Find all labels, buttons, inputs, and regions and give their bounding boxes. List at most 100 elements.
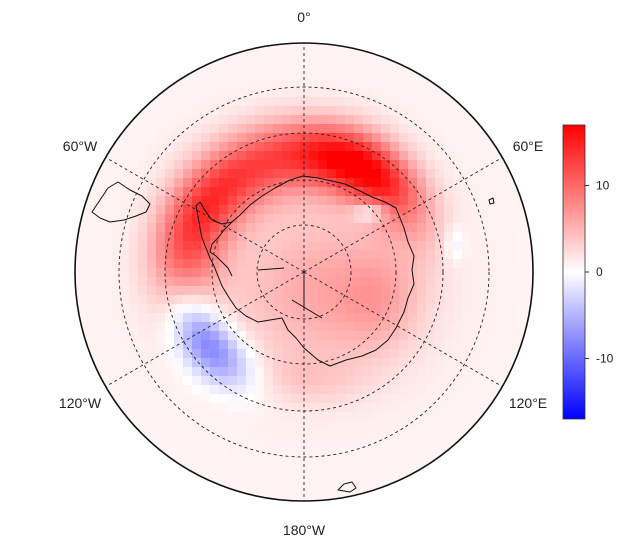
field-cell — [75, 286, 85, 296]
field-cell — [372, 133, 382, 143]
field-cell — [228, 484, 238, 494]
field-cell — [462, 358, 472, 368]
field-cell — [156, 385, 166, 395]
field-cell — [300, 115, 310, 125]
field-cell — [399, 169, 409, 179]
field-cell — [363, 457, 373, 467]
field-cell — [318, 160, 328, 170]
field-cell — [318, 421, 328, 431]
field-cell — [498, 259, 508, 269]
field-cell — [201, 52, 211, 62]
field-cell — [183, 340, 193, 350]
field-cell — [462, 259, 472, 269]
field-cell — [300, 322, 310, 332]
field-cell — [210, 313, 220, 323]
field-cell — [363, 106, 373, 116]
field-cell — [354, 367, 364, 377]
field-cell — [84, 286, 94, 296]
field-cell — [345, 412, 355, 422]
field-cell — [498, 376, 508, 386]
field-cell — [372, 61, 382, 71]
field-cell — [300, 187, 310, 197]
field-cell — [282, 79, 292, 89]
field-cell — [201, 376, 211, 386]
field-cell — [471, 286, 481, 296]
field-cell — [327, 70, 337, 80]
field-cell — [516, 241, 526, 251]
field-cell — [390, 376, 400, 386]
field-cell — [471, 187, 481, 197]
field-cell — [426, 268, 436, 278]
field-cell — [444, 160, 454, 170]
field-cell — [228, 205, 238, 215]
field-cell — [363, 376, 373, 386]
field-cell — [129, 331, 139, 341]
field-cell — [453, 115, 463, 125]
field-cell — [237, 88, 247, 98]
field-cell — [507, 259, 517, 269]
field-cell — [426, 304, 436, 314]
field-cell — [462, 349, 472, 359]
field-cell — [498, 331, 508, 341]
field-cell — [219, 295, 229, 305]
field-cell — [246, 151, 256, 161]
field-cell — [165, 151, 175, 161]
field-cell — [318, 70, 328, 80]
field-cell — [237, 448, 247, 458]
field-cell — [462, 160, 472, 170]
field-cell — [255, 196, 265, 206]
field-cell — [165, 214, 175, 224]
field-cell — [363, 430, 373, 440]
field-cell — [345, 403, 355, 413]
field-cell — [300, 124, 310, 134]
field-cell — [273, 187, 283, 197]
field-cell — [210, 403, 220, 413]
field-cell — [417, 214, 427, 224]
field-cell — [120, 394, 130, 404]
field-cell — [183, 331, 193, 341]
field-cell — [309, 187, 319, 197]
field-cell — [309, 106, 319, 116]
field-cell — [273, 304, 283, 314]
field-cell — [345, 151, 355, 161]
field-cell — [282, 133, 292, 143]
field-cell — [237, 421, 247, 431]
field-cell — [426, 430, 436, 440]
field-cell — [363, 88, 373, 98]
field-cell — [417, 268, 427, 278]
field-cell — [237, 142, 247, 152]
field-cell — [327, 232, 337, 242]
field-cell — [480, 205, 490, 215]
field-cell — [264, 124, 274, 134]
field-cell — [354, 322, 364, 332]
field-cell — [363, 313, 373, 323]
field-cell — [219, 214, 229, 224]
field-cell — [174, 187, 184, 197]
field-cell — [336, 349, 346, 359]
field-cell — [354, 106, 364, 116]
field-cell — [183, 124, 193, 134]
field-cell — [237, 124, 247, 134]
field-cell — [462, 268, 472, 278]
field-cell — [426, 142, 436, 152]
field-cell — [111, 385, 121, 395]
field-cell — [444, 124, 454, 134]
field-cell — [327, 385, 337, 395]
field-cell — [246, 394, 256, 404]
field-cell — [156, 151, 166, 161]
field-cell — [336, 79, 346, 89]
field-cell — [426, 133, 436, 143]
field-cell — [381, 385, 391, 395]
field-cell — [372, 430, 382, 440]
field-cell — [426, 421, 436, 431]
field-cell — [147, 115, 157, 125]
field-cell — [336, 241, 346, 251]
field-cell — [309, 394, 319, 404]
field-cell — [219, 88, 229, 98]
field-cell — [273, 61, 283, 71]
latitude-circle — [256, 224, 352, 320]
field-cell — [390, 367, 400, 377]
field-cell — [345, 430, 355, 440]
field-cell — [210, 421, 220, 431]
field-cell — [147, 142, 157, 152]
